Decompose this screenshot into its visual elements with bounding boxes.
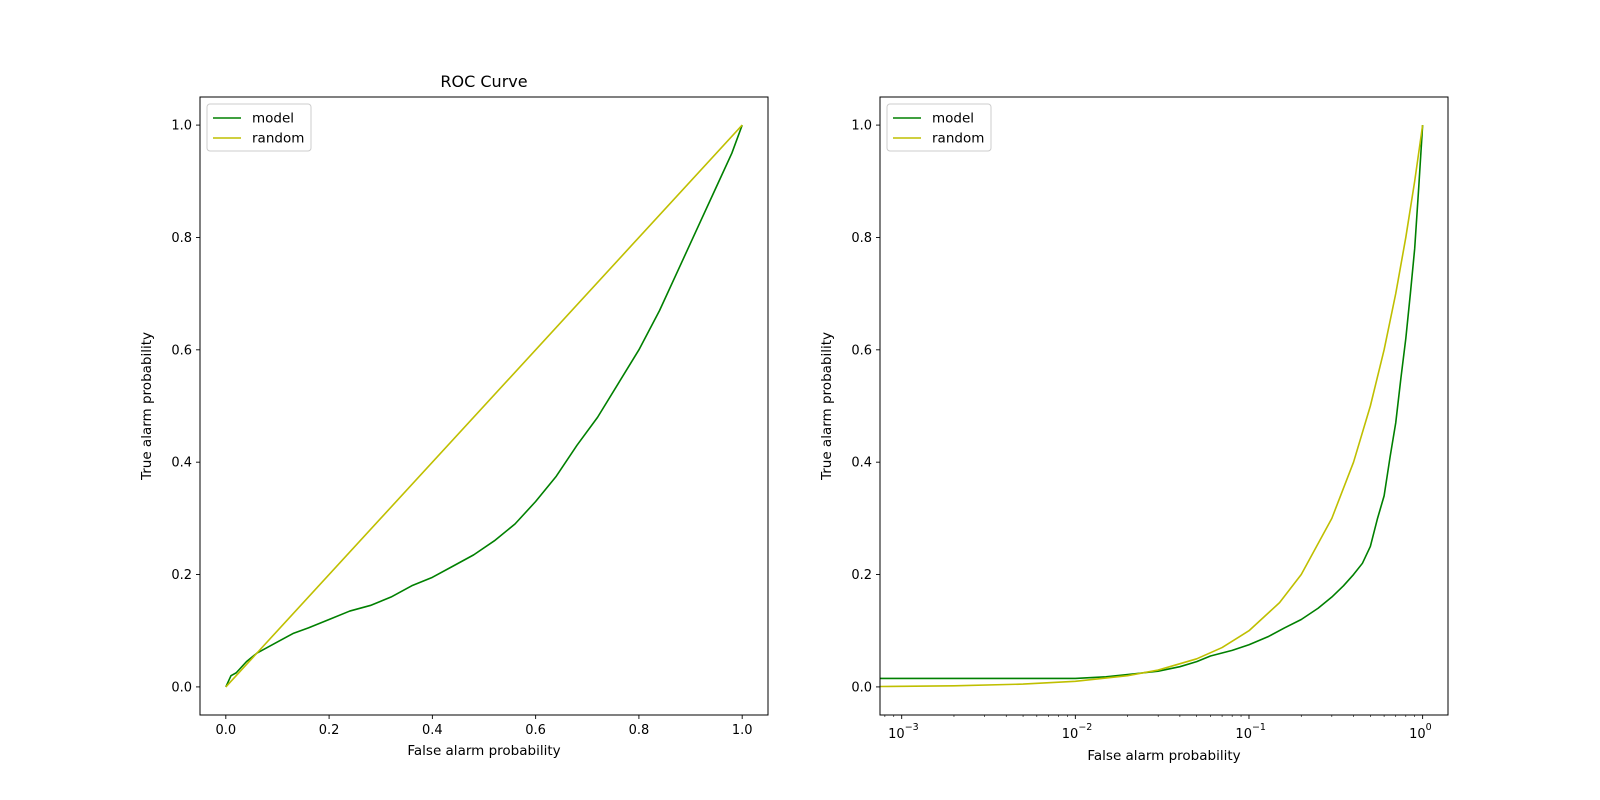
x-axis-label: False alarm probability [1087,748,1240,764]
x-tick-label-base: 10 [1235,727,1252,742]
y-tick-label: 0.6 [171,343,192,358]
series-line-random [225,124,743,688]
chart-panel-1: 0.0 0.2 0.4 0.6 0.8 1.0 0.0 0.2 0.4 0.6 0.8 1.0 Fals… [139,72,769,759]
legend-box [206,103,312,152]
x-tick-label: 1.0 [732,723,753,738]
x-tick-label: 0.2 [319,723,340,738]
y-tick-label: 0.0 [851,680,872,695]
series-line-random [879,124,1424,688]
y-tick-label: 0.6 [851,343,872,358]
x-tick-label-exponent: −2 [1078,722,1092,733]
y-tick-label: 0.2 [851,568,872,583]
y-axis-label: True alarm probability [139,332,155,481]
plot-frame [879,96,1449,716]
legend-label: model [932,111,974,127]
legend-box [886,103,992,152]
x-tick-label-base: 10 [888,727,905,742]
series-line-model [225,124,743,688]
x-tick-label: 0.4 [422,723,443,738]
y-tick-label: 1.0 [171,119,192,134]
x-tick-label-exponent: 0 [1426,722,1432,733]
y-tick-label: 0.8 [851,231,872,246]
x-tick-label: 0.6 [525,723,546,738]
series-line-model [880,125,1424,680]
y-tick-label: 0.2 [171,568,192,583]
x-tick-label-exponent: −1 [1252,722,1266,733]
plot-frame [199,96,769,716]
legend: model random [886,103,992,152]
chart-title: ROC Curve [440,72,527,91]
y-axis-label: True alarm probability [819,332,835,481]
legend: model random [206,103,312,152]
x-tick-label-base: 10 [1062,727,1079,742]
x-tick-label: 0.0 [215,723,236,738]
y-tick-label: 0.4 [851,456,872,471]
y-tick-label: 0.0 [171,680,192,695]
y-tick-label: 0.4 [171,456,192,471]
x-axis-label: False alarm probability [407,743,560,759]
legend-label: model [252,111,294,127]
x-tick-label-base: 10 [1409,727,1426,742]
legend-label: random [252,131,304,147]
x-tick-label-exponent: −3 [905,722,919,733]
y-tick-label: 1.0 [851,119,872,134]
x-tick-label: 0.8 [629,723,650,738]
y-tick-label: 0.8 [171,231,192,246]
legend-label: random [932,131,984,147]
